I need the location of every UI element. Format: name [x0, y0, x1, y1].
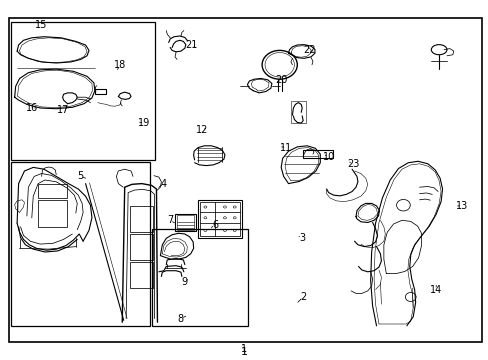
Text: 1: 1: [241, 344, 247, 354]
Text: 8: 8: [178, 314, 183, 324]
Bar: [290, 101, 305, 123]
Bar: [129, 234, 153, 260]
Text: 22: 22: [303, 45, 315, 55]
Text: 18: 18: [113, 60, 126, 70]
Text: 16: 16: [25, 103, 38, 113]
Text: 19: 19: [138, 118, 150, 128]
Text: 3: 3: [299, 233, 305, 243]
Bar: [38, 200, 66, 227]
Bar: [129, 206, 153, 232]
Text: 20: 20: [275, 75, 287, 85]
Text: 15: 15: [35, 20, 48, 30]
Text: 21: 21: [185, 40, 198, 50]
Text: 23: 23: [346, 159, 359, 169]
Text: 13: 13: [455, 201, 468, 211]
Text: 6: 6: [212, 220, 218, 230]
Text: 5: 5: [78, 171, 83, 181]
Text: 11: 11: [280, 143, 292, 153]
Bar: [175, 214, 195, 231]
Bar: [38, 184, 66, 198]
Bar: [198, 200, 242, 238]
Text: 4: 4: [161, 179, 166, 189]
Bar: [11, 22, 155, 160]
Text: 10: 10: [322, 152, 334, 162]
Bar: [151, 229, 248, 326]
Bar: [95, 89, 106, 94]
Text: 17: 17: [57, 105, 70, 115]
Bar: [303, 150, 332, 158]
Text: 1: 1: [241, 347, 247, 357]
Text: 12: 12: [195, 125, 208, 135]
Text: 14: 14: [429, 285, 442, 295]
Text: 7: 7: [167, 215, 173, 225]
Bar: [200, 202, 239, 236]
Bar: [129, 262, 153, 288]
Text: 9: 9: [182, 276, 187, 287]
Text: 2: 2: [300, 292, 305, 302]
Bar: [11, 162, 150, 326]
Bar: [177, 215, 193, 230]
